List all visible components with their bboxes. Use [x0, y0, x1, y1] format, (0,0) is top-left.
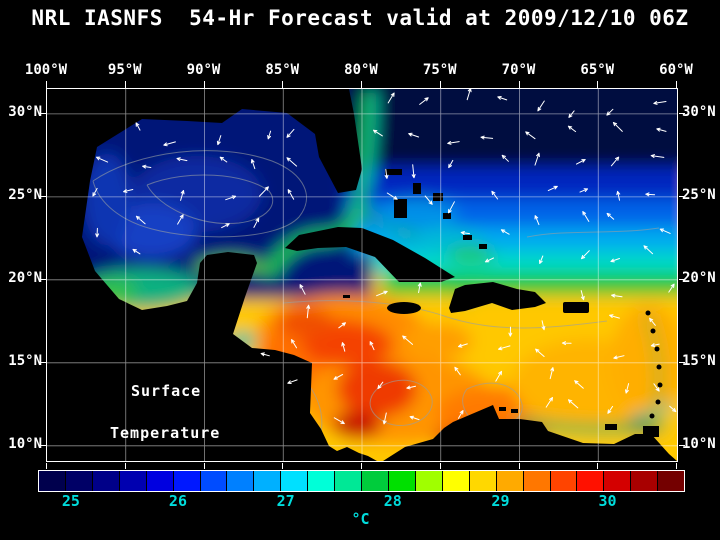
axis-tick — [679, 195, 685, 197]
colorbar-segment — [308, 471, 335, 491]
colorbar-segment — [658, 471, 685, 491]
colorbar-segment — [496, 471, 523, 491]
lon-tick-label: 100°W — [24, 62, 68, 78]
land-jamaica — [387, 302, 421, 314]
colorbar-segment — [281, 471, 308, 491]
map-overlay-label-line1: Surface — [131, 382, 201, 400]
axis-tick — [124, 81, 126, 88]
lat-tick-label: 15°N — [8, 352, 42, 369]
axis-tick — [439, 463, 441, 469]
lat-tick-label: 15°N — [682, 352, 716, 369]
axis-tick — [39, 361, 46, 363]
colorbar-segment — [388, 471, 415, 491]
axis-tick — [282, 81, 284, 88]
colorbar-segment — [469, 471, 496, 491]
lon-tick-label: 85°W — [265, 62, 300, 78]
bathymetry-contours — [92, 150, 660, 434]
colorbar-segment — [577, 471, 604, 491]
colorbar-segment — [362, 471, 388, 491]
colorbar-tick-label: 27 — [276, 492, 295, 510]
colorbar-segment — [550, 471, 577, 491]
colorbar-tick-label: 29 — [491, 492, 510, 510]
lat-tick-label: 20°N — [8, 269, 42, 286]
lat-tick-label: 25°N — [8, 186, 42, 203]
colorbar-segment — [39, 471, 65, 491]
axis-tick — [39, 444, 46, 446]
colorbar-tick-labels: 25 26 27 28 29 30 — [38, 492, 683, 510]
lon-tick-label: 95°W — [107, 62, 142, 78]
colorbar-segment — [335, 471, 362, 491]
land-cuba — [285, 227, 455, 282]
colorbar-segment — [442, 471, 469, 491]
lon-tick-label: 60°W — [659, 62, 693, 78]
lon-tick-label: 90°W — [186, 62, 221, 78]
axis-tick — [676, 81, 677, 88]
colorbar-unit: °C — [351, 510, 370, 528]
axis-tick — [46, 81, 47, 88]
axis-tick — [39, 195, 46, 197]
axis-tick — [679, 278, 685, 280]
lon-tick-label: 65°W — [580, 62, 615, 78]
land-south-america — [383, 405, 677, 461]
colorbar-segment — [604, 471, 631, 491]
colorbar-segment — [65, 471, 92, 491]
land-north-central-america — [47, 89, 377, 461]
axis-tick — [597, 463, 599, 469]
colorbar-segment — [523, 471, 550, 491]
land-trinidad — [643, 426, 659, 437]
axis-tick — [679, 444, 685, 446]
colorbar-segment — [173, 471, 200, 491]
lon-tick-label: 70°W — [501, 62, 536, 78]
map-overlay-label-line2: Temperature — [110, 424, 220, 442]
axis-tick — [679, 112, 685, 114]
page-title: NRL IASNFS 54-Hr Forecast valid at 2009/… — [31, 6, 689, 30]
colorbar-segment — [200, 471, 227, 491]
grid-lines — [47, 89, 677, 461]
axis-tick — [518, 81, 520, 88]
axis-tick — [676, 463, 677, 469]
colorbar-tick-label: 26 — [168, 492, 187, 510]
colorbar — [38, 470, 685, 492]
axis-tick — [518, 463, 520, 469]
axis-tick — [679, 361, 685, 363]
axis-tick — [124, 463, 126, 469]
land-hispaniola — [449, 282, 546, 313]
colorbar-segment — [415, 471, 442, 491]
lat-tick-label: 10°N — [8, 435, 42, 452]
colorbar-segment — [227, 471, 254, 491]
colorbar-segment — [119, 471, 146, 491]
axis-tick — [39, 112, 46, 114]
lat-tick-label: 10°N — [682, 435, 716, 452]
colorbar-tick-label: 30 — [598, 492, 617, 510]
axis-tick — [39, 278, 46, 280]
axis-tick — [46, 463, 47, 469]
axis-tick — [597, 81, 599, 88]
lon-tick-label: 80°W — [344, 62, 378, 78]
colorbar-segment — [631, 471, 658, 491]
axis-tick — [203, 463, 205, 469]
current-vectors — [92, 89, 677, 425]
land-puerto-rico — [563, 302, 589, 313]
colorbar-segment — [146, 471, 173, 491]
axis-tick — [439, 81, 441, 88]
lat-tick-label: 30°N — [8, 103, 42, 120]
lat-tick-label: 25°N — [682, 186, 716, 203]
axis-tick — [282, 463, 284, 469]
lon-tick-label: 75°W — [422, 62, 457, 78]
land-mask — [47, 89, 677, 461]
lat-tick-label: 20°N — [682, 269, 716, 286]
axis-tick — [361, 81, 362, 88]
colorbar-tick-label: 25 — [61, 492, 80, 510]
sst-map: Surface Temperature — [47, 89, 677, 461]
axis-tick — [203, 81, 205, 88]
axis-tick — [361, 463, 362, 469]
map-frame: Surface Temperature — [46, 88, 678, 462]
lat-tick-label: 30°N — [682, 103, 716, 120]
colorbar-segment — [92, 471, 119, 491]
colorbar-tick-label: 28 — [383, 492, 402, 510]
colorbar-segment — [254, 471, 281, 491]
